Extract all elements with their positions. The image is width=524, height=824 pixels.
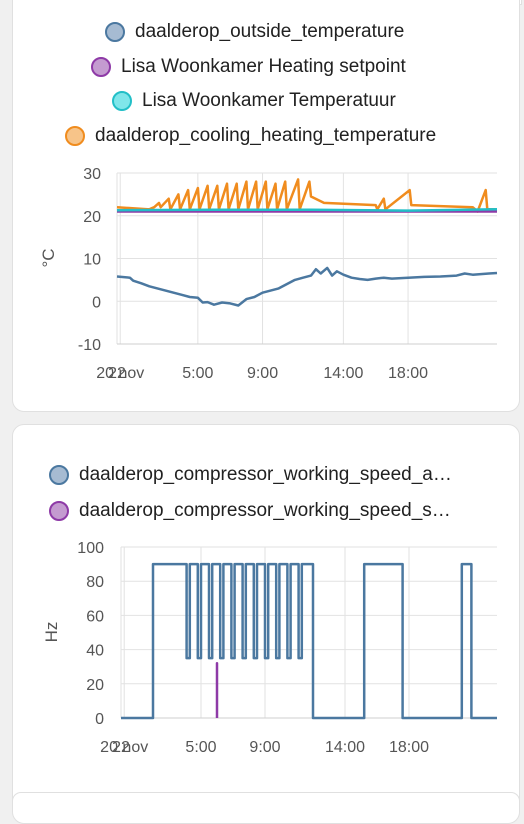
legend-item-room-temperature[interactable]: Lisa Woonkamer Temperatuur: [112, 90, 396, 112]
legend-item-heating-setpoint[interactable]: Lisa Woonkamer Heating setpoint: [91, 56, 406, 78]
legend-label: Lisa Woonkamer Heating setpoint: [121, 56, 406, 77]
legend-item-compressor-speed-setpoint[interactable]: daalderop_compressor_working_speed_s…: [49, 500, 451, 522]
legend-swatch: [91, 57, 111, 77]
legend-swatch: [49, 465, 69, 485]
legend-label: daalderop_cooling_heating_temperature: [95, 125, 437, 146]
legend-swatch: [49, 501, 69, 521]
temperature-history-card: daalderop_outside_temperature Lisa Woonk…: [12, 0, 520, 412]
legend-swatch: [65, 126, 85, 146]
legend-item-outside-temperature[interactable]: daalderop_outside_temperature: [105, 21, 404, 43]
compressor-speed-card: daalderop_compressor_working_speed_a… da…: [12, 424, 520, 824]
legend-item-compressor-speed-actual[interactable]: daalderop_compressor_working_speed_a…: [49, 464, 452, 486]
legend-swatch: [105, 22, 125, 42]
legend-item-cooling-heating-temperature[interactable]: daalderop_cooling_heating_temperature: [65, 125, 436, 147]
legend-label: daalderop_outside_temperature: [135, 21, 405, 42]
legend-label: daalderop_compressor_working_speed_s…: [79, 500, 451, 521]
legend-label: daalderop_compressor_working_speed_a…: [79, 464, 452, 485]
legend-swatch: [112, 91, 132, 111]
legend-label: Lisa Woonkamer Temperatuur: [142, 90, 396, 111]
